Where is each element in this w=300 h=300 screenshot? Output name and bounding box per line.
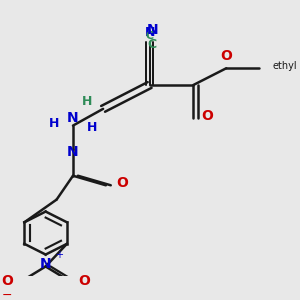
Text: O: O (220, 49, 232, 63)
Text: O: O (201, 109, 213, 123)
Text: ethyl: ethyl (273, 61, 297, 71)
Text: N: N (146, 23, 158, 37)
Text: C: C (148, 38, 157, 51)
Text: H: H (49, 117, 59, 130)
Text: C: C (146, 31, 154, 41)
Text: N: N (67, 145, 79, 159)
Text: −: − (2, 289, 13, 300)
Text: O: O (116, 176, 128, 190)
Text: H: H (87, 122, 97, 134)
Text: +: + (55, 250, 63, 260)
Text: O: O (78, 274, 90, 288)
Text: H: H (82, 95, 92, 108)
Text: N: N (40, 257, 51, 271)
Text: N: N (144, 26, 155, 39)
Text: O: O (2, 274, 13, 288)
Text: N: N (67, 111, 79, 125)
